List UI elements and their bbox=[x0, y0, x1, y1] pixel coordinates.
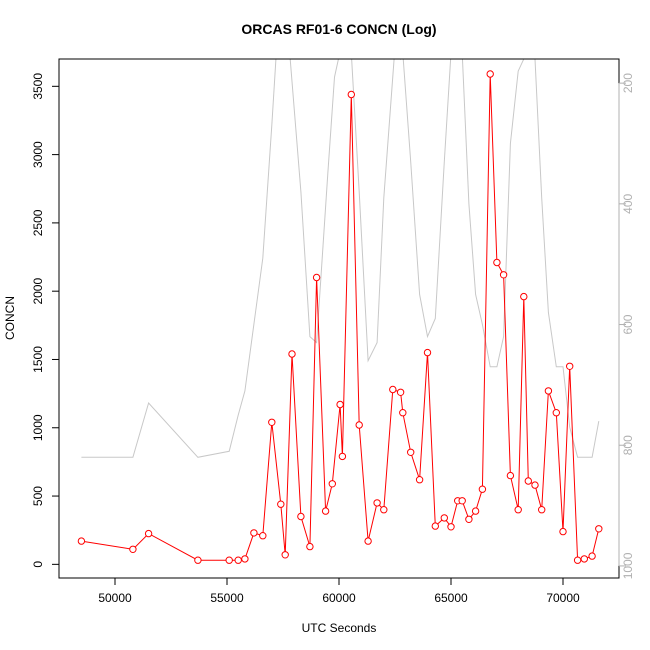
data-point bbox=[506, 471, 515, 480]
data-point bbox=[373, 499, 381, 507]
data-point bbox=[241, 555, 249, 563]
secondary-tick-label: 200 bbox=[621, 73, 635, 93]
data-point bbox=[225, 556, 233, 564]
data-point bbox=[440, 514, 448, 522]
data-point bbox=[129, 545, 137, 553]
data-point bbox=[297, 512, 305, 521]
y-tick-label: 500 bbox=[31, 486, 45, 506]
secondary-tick-label: 600 bbox=[621, 314, 635, 334]
y-tick-label: 0 bbox=[31, 561, 45, 568]
y-tick-label: 3500 bbox=[31, 73, 45, 100]
data-point bbox=[288, 350, 296, 358]
data-point bbox=[431, 522, 439, 530]
y-tick-label: 1000 bbox=[31, 414, 45, 441]
secondary-series bbox=[81, 59, 600, 458]
data-point bbox=[465, 515, 473, 523]
data-point bbox=[338, 452, 347, 461]
data-point bbox=[520, 292, 528, 301]
x-tick-label: 50000 bbox=[98, 591, 132, 605]
data-point bbox=[336, 400, 344, 409]
data-point bbox=[399, 409, 407, 417]
data-point bbox=[486, 70, 494, 78]
plot-frame bbox=[58, 58, 620, 579]
data-point bbox=[312, 273, 321, 282]
y-axis-label: CONCN bbox=[3, 296, 17, 340]
data-point bbox=[423, 348, 432, 357]
x-tick-label: 60000 bbox=[322, 591, 356, 605]
x-axis: 50000 55000 60000 65000 70000 bbox=[98, 577, 580, 605]
data-point bbox=[544, 387, 553, 395]
data-point bbox=[458, 497, 466, 505]
concn-points bbox=[77, 70, 603, 564]
chart-title: ORCAS RF01-6 CONCN (Log) bbox=[241, 21, 436, 37]
data-point bbox=[552, 409, 560, 417]
data-point bbox=[415, 476, 424, 484]
data-point bbox=[478, 485, 487, 493]
data-point bbox=[396, 388, 405, 396]
secondary-tick-label: 400 bbox=[621, 194, 635, 214]
data-point bbox=[380, 506, 388, 514]
x-tick-label: 70000 bbox=[546, 591, 580, 605]
secondary-series-line bbox=[81, 59, 600, 458]
data-point bbox=[234, 556, 242, 564]
data-point bbox=[364, 537, 372, 545]
data-point bbox=[77, 537, 86, 545]
y-axis: 0 500 1000 1500 2000 2500 3000 3500 bbox=[31, 73, 60, 568]
data-point bbox=[328, 480, 336, 488]
data-point bbox=[259, 532, 267, 540]
x-tick-label: 65000 bbox=[434, 591, 468, 605]
data-point bbox=[347, 90, 355, 99]
data-point bbox=[531, 481, 539, 489]
data-point bbox=[144, 529, 153, 538]
concn-series-line bbox=[81, 73, 600, 561]
data-point bbox=[580, 555, 588, 563]
data-point bbox=[389, 385, 397, 394]
y-tick-label: 2000 bbox=[31, 278, 45, 305]
x-axis-label: UTC Seconds bbox=[302, 621, 377, 635]
data-point bbox=[268, 418, 276, 426]
data-point bbox=[250, 529, 258, 537]
secondary-y-axis: 200 400 600 800 1000 bbox=[618, 73, 635, 579]
secondary-tick-label: 800 bbox=[621, 435, 635, 455]
data-point bbox=[407, 448, 415, 456]
y-tick-label: 1500 bbox=[31, 346, 45, 373]
x-tick-label: 55000 bbox=[210, 591, 244, 605]
data-point bbox=[538, 506, 546, 514]
data-point bbox=[471, 507, 480, 515]
y-tick-label: 3000 bbox=[31, 141, 45, 168]
data-point bbox=[321, 507, 330, 515]
data-point bbox=[524, 477, 532, 485]
data-point bbox=[499, 271, 508, 279]
data-point bbox=[355, 421, 363, 429]
data-point bbox=[514, 506, 522, 514]
data-point bbox=[447, 523, 455, 531]
y-tick-label: 2500 bbox=[31, 209, 45, 236]
data-point bbox=[595, 525, 603, 533]
data-point bbox=[306, 542, 314, 551]
data-point bbox=[573, 556, 582, 564]
data-point bbox=[277, 500, 285, 508]
data-point bbox=[588, 552, 596, 560]
secondary-tick-label: 1000 bbox=[621, 552, 635, 579]
data-point bbox=[281, 551, 289, 559]
data-point bbox=[194, 556, 202, 564]
concn-series bbox=[81, 73, 600, 561]
data-point bbox=[566, 362, 574, 370]
data-point bbox=[559, 527, 567, 536]
data-point bbox=[493, 258, 501, 267]
